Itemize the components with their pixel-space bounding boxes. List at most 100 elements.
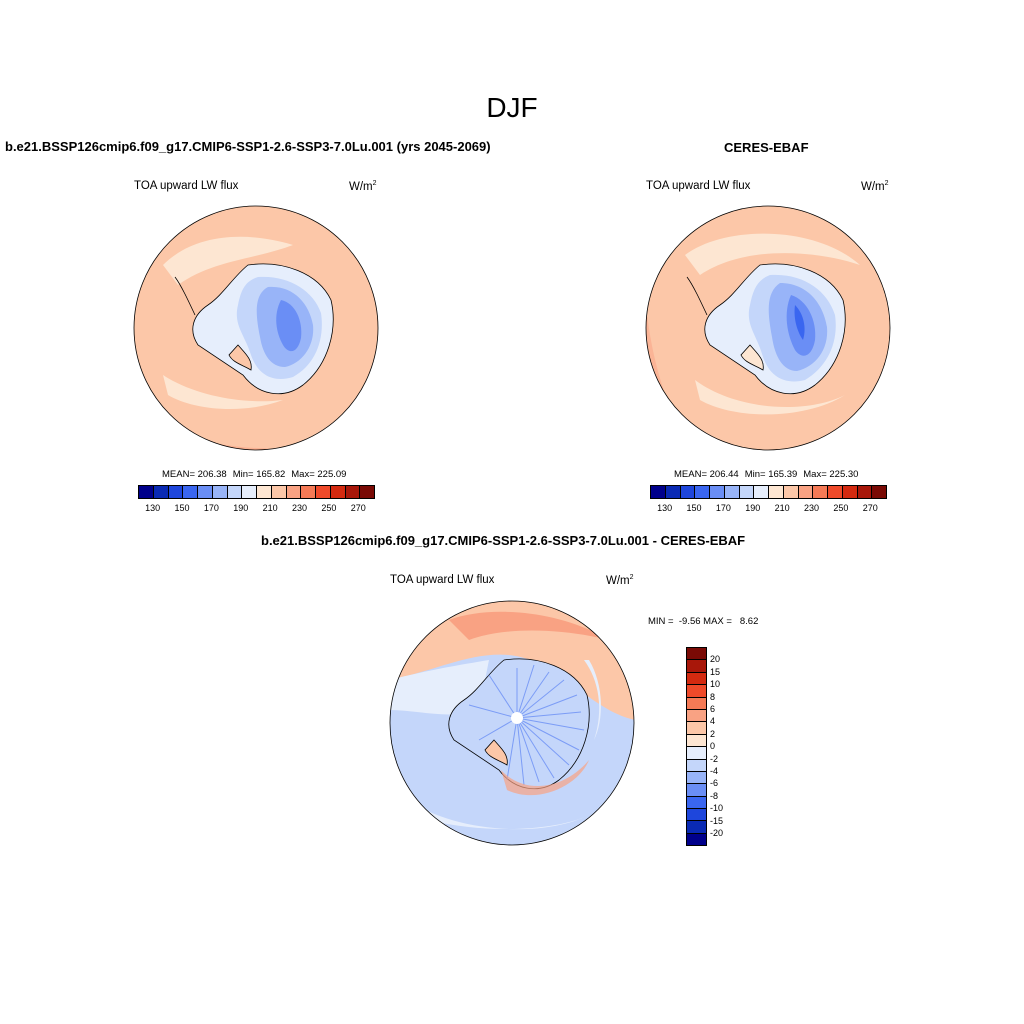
panel-1-colorbar xyxy=(138,485,375,499)
colorbar-tick-label: 190 xyxy=(233,503,249,513)
colorbar-swatch xyxy=(857,486,873,498)
colorbar-swatch xyxy=(687,796,706,810)
colorbar-tick-label: 150 xyxy=(686,503,702,513)
panel-1-colorbar-ticks: 130 150 170 190 210 230 250 270 xyxy=(138,503,373,515)
colorbar-swatch xyxy=(687,759,706,772)
colorbar-tick-label: 230 xyxy=(292,503,308,513)
panel-3-colorbar xyxy=(686,647,707,847)
panel-2-map xyxy=(645,205,891,451)
colorbar-swatch xyxy=(651,486,666,498)
colorbar-tick-label: 150 xyxy=(174,503,190,513)
colorbar-swatch xyxy=(687,809,706,822)
colorbar-tick-label: 210 xyxy=(774,503,790,513)
colorbar-swatch xyxy=(710,486,725,498)
panel-1-min: Min= 165.82 xyxy=(232,469,286,480)
colorbar-tick-label: 20 xyxy=(710,654,721,665)
colorbar-swatch xyxy=(687,771,706,785)
colorbar-swatch xyxy=(798,486,814,498)
colorbar-tick-label: 170 xyxy=(715,503,731,513)
colorbar-swatch xyxy=(828,486,843,498)
colorbar-tick-label: -10 xyxy=(710,803,724,814)
colorbar-tick-label: 2 xyxy=(710,728,716,739)
colorbar-swatch xyxy=(227,486,243,498)
panel-1-stats: MEAN= 206.38 Min= 165.82 Max= 225.09 xyxy=(162,469,352,480)
panel-1-title: b.e21.BSSP126cmip6.f09_g17.CMIP6-SSP1-2.… xyxy=(5,139,491,154)
panel-2-units: W/m2 xyxy=(861,180,889,193)
colorbar-swatch xyxy=(687,660,706,673)
colorbar-swatch xyxy=(687,648,706,661)
colorbar-swatch xyxy=(153,486,169,498)
colorbar-swatch xyxy=(330,486,346,498)
colorbar-swatch xyxy=(168,486,184,498)
colorbar-swatch xyxy=(842,486,858,498)
colorbar-tick-label: 250 xyxy=(833,503,849,513)
colorbar-swatch xyxy=(695,486,710,498)
colorbar-tick-label: 130 xyxy=(657,503,673,513)
colorbar-tick-label: 0 xyxy=(710,741,716,752)
colorbar-swatch xyxy=(687,821,706,834)
panel-2-stats: MEAN= 206.44 Min= 165.39 Max= 225.30 xyxy=(674,469,864,480)
colorbar-swatch xyxy=(665,486,681,498)
panel-3-variable-label: TOA upward LW flux xyxy=(390,574,495,586)
colorbar-tick-label: 230 xyxy=(804,503,820,513)
panel-2-title: CERES-EBAF xyxy=(724,140,809,155)
colorbar-swatch xyxy=(687,672,706,686)
colorbar-tick-label: 6 xyxy=(710,704,716,714)
colorbar-tick-label: 4 xyxy=(710,716,716,727)
colorbar-tick-label: 10 xyxy=(710,679,721,690)
colorbar-swatch xyxy=(345,486,361,498)
colorbar-swatch xyxy=(360,486,374,498)
panel-2-variable-label: TOA upward LW flux xyxy=(646,180,751,192)
colorbar-swatch xyxy=(242,486,257,498)
colorbar-swatch xyxy=(687,784,706,797)
colorbar-tick-label: 15 xyxy=(710,666,721,677)
colorbar-swatch xyxy=(724,486,740,498)
panel-1-max: Max= 225.09 xyxy=(291,469,347,480)
colorbar-tick-label: 170 xyxy=(203,503,219,513)
panel-1-mean: MEAN= 206.38 xyxy=(162,469,227,480)
colorbar-tick-label: -6 xyxy=(710,778,719,789)
panel-2-mean: MEAN= 206.44 xyxy=(674,469,739,480)
colorbar-tick-label: 250 xyxy=(321,503,337,513)
colorbar-swatch xyxy=(872,486,886,498)
colorbar-swatch xyxy=(286,486,302,498)
colorbar-swatch xyxy=(257,486,272,498)
colorbar-tick-label: -20 xyxy=(710,828,724,838)
colorbar-tick-label: 210 xyxy=(262,503,278,513)
colorbar-swatch xyxy=(198,486,213,498)
colorbar-swatch xyxy=(680,486,696,498)
colorbar-swatch xyxy=(783,486,799,498)
colorbar-tick-label: 8 xyxy=(710,691,716,702)
panel-2-max: Max= 225.30 xyxy=(803,469,859,480)
colorbar-swatch xyxy=(687,685,706,698)
colorbar-swatch xyxy=(687,734,706,748)
panel-2-colorbar xyxy=(650,485,887,499)
colorbar-swatch xyxy=(739,486,755,498)
colorbar-tick-label: 190 xyxy=(745,503,761,513)
colorbar-swatch xyxy=(301,486,316,498)
colorbar-swatch xyxy=(769,486,784,498)
colorbar-swatch xyxy=(813,486,828,498)
colorbar-tick-label: -2 xyxy=(710,753,719,764)
panel-2-colorbar-ticks: 130 150 170 190 210 230 250 270 xyxy=(650,503,885,515)
colorbar-tick-label: -8 xyxy=(710,790,719,801)
panel-3-map xyxy=(389,600,635,846)
colorbar-tick-label: -15 xyxy=(710,815,724,826)
colorbar-tick-label: -4 xyxy=(710,766,719,776)
colorbar-tick-label: 130 xyxy=(145,503,161,513)
panel-1-variable-label: TOA upward LW flux xyxy=(134,180,239,192)
colorbar-swatch xyxy=(212,486,228,498)
colorbar-swatch xyxy=(139,486,154,498)
panel-1-units: W/m2 xyxy=(349,180,377,193)
colorbar-swatch xyxy=(687,833,706,846)
panel-3-title: b.e21.BSSP126cmip6.f09_g17.CMIP6-SSP1-2.… xyxy=(261,533,746,548)
panel-3-minmax: MIN = -9.56 MAX = 8.62 xyxy=(648,616,759,627)
colorbar-swatch xyxy=(316,486,331,498)
panel-3-colorbar-ticks: 20 15 10 8 6 4 2 0 -2 -4 -6 -8 -10 -15 -20 xyxy=(710,647,740,843)
panel-1-map xyxy=(133,205,379,451)
colorbar-swatch xyxy=(687,709,706,723)
colorbar-swatch xyxy=(271,486,287,498)
panel-2-min: Min= 165.39 xyxy=(744,469,798,480)
main-title: DJF xyxy=(486,92,538,123)
panel-3-units: W/m2 xyxy=(606,574,634,587)
